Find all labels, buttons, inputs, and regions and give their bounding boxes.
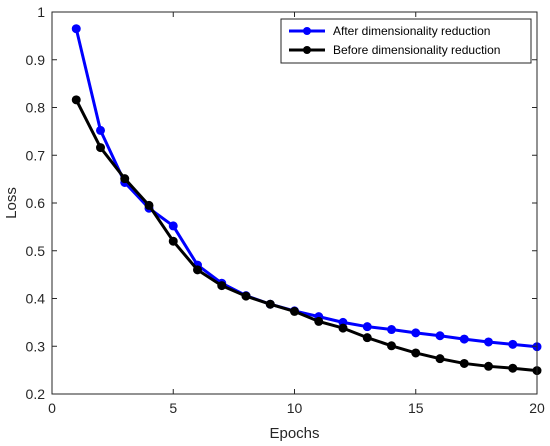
y-tick-label: 0.6 <box>26 195 46 211</box>
data-point-before <box>71 95 81 105</box>
y-tick-label: 0.4 <box>26 291 46 307</box>
data-point-after <box>96 125 105 135</box>
data-point-after <box>387 325 396 335</box>
data-point-before <box>241 291 251 301</box>
y-tick-label: 0.7 <box>26 147 46 163</box>
legend-box <box>280 18 532 64</box>
data-point-after <box>484 337 493 347</box>
y-tick-label: 0.8 <box>26 100 46 116</box>
series-layer <box>71 24 542 376</box>
data-point-after <box>411 328 421 338</box>
y-axis-label: Loss <box>3 187 20 219</box>
data-point-before <box>217 281 227 291</box>
x-tick-label: 20 <box>529 400 545 416</box>
axes-layer: 0 5 10 15 20 0.2 0.3 0.4 0.5 0.6 0.7 0.8 0.9 1 <box>26 4 545 416</box>
data-point-after <box>168 221 178 231</box>
x-tick-label: 10 <box>287 400 303 416</box>
legend-marker-before <box>303 46 311 54</box>
x-tick-label: 5 <box>169 400 177 416</box>
data-point-before <box>144 200 154 210</box>
data-point-before <box>435 354 445 364</box>
data-point-before <box>387 341 396 351</box>
data-point-before <box>193 265 202 275</box>
plot-background <box>52 12 537 394</box>
legend-label-after: After dimensionality reduction <box>333 24 490 38</box>
x-tick-label: 0 <box>48 400 56 416</box>
data-point-before <box>508 363 518 373</box>
data-point-before <box>338 323 348 333</box>
data-point-before <box>459 358 469 368</box>
x-axis-label: Epochs <box>269 425 319 442</box>
y-tick-label: 0.2 <box>26 386 46 402</box>
data-point-after <box>71 24 81 34</box>
data-point-after <box>362 322 372 332</box>
legend-marker-after <box>303 27 311 35</box>
y-tick-label: 0.9 <box>26 52 46 68</box>
data-point-before <box>96 143 105 153</box>
legend-label-before: Before dimensionality reduction <box>333 43 500 57</box>
data-point-before <box>168 236 178 246</box>
data-point-after <box>508 339 518 349</box>
y-tick-label: 0.5 <box>26 243 46 259</box>
data-point-after <box>459 334 469 344</box>
y-tick-label: 0.3 <box>26 338 46 354</box>
x-tick-label: 15 <box>408 400 424 416</box>
y-tick-label: 1 <box>37 4 45 20</box>
legend: After dimensionality reduction Before dim… <box>280 18 532 64</box>
data-point-before <box>314 316 324 326</box>
data-point-before <box>411 348 421 358</box>
data-point-before <box>265 299 275 309</box>
data-point-after <box>435 331 445 341</box>
plot-area <box>52 12 537 394</box>
data-point-before <box>120 174 130 184</box>
data-point-before <box>290 306 299 316</box>
data-point-before <box>362 333 372 343</box>
data-point-before <box>484 361 493 371</box>
